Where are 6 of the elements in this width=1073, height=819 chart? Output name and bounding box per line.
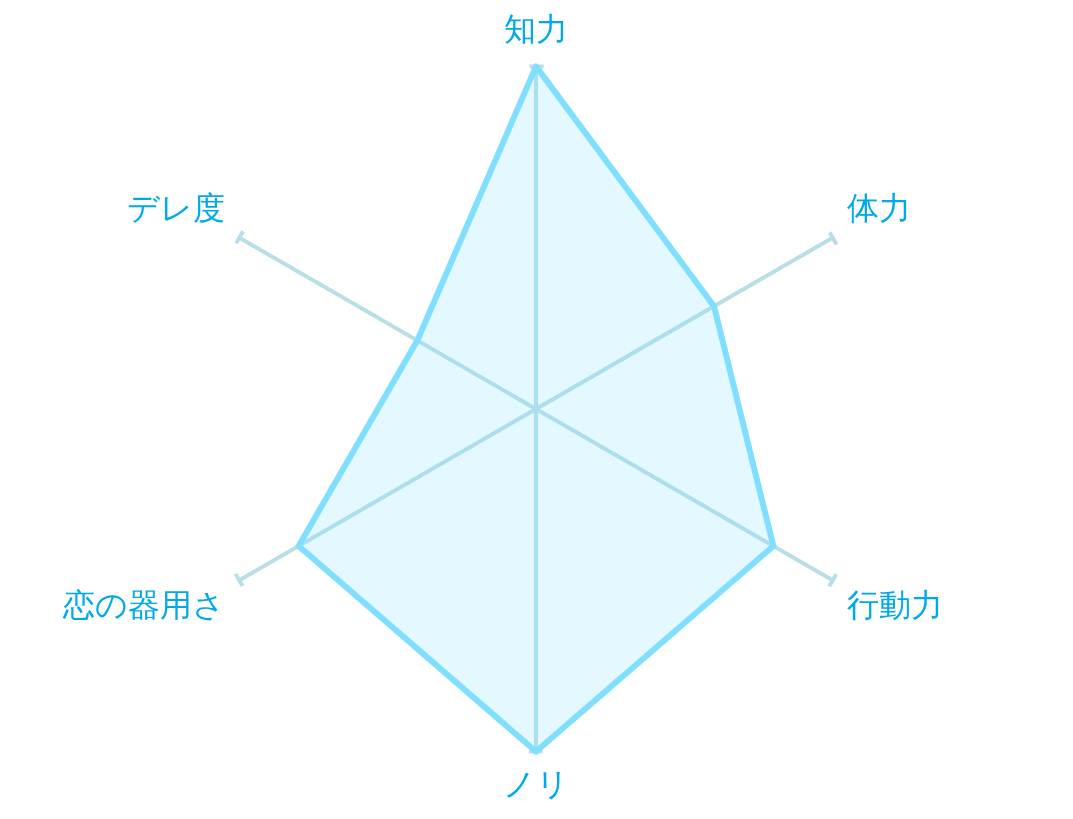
spoke-label: 行動力 xyxy=(846,585,943,624)
spoke-label: 恋の器用さ xyxy=(62,585,226,624)
spoke-label: 体力 xyxy=(846,188,911,227)
spoke-label: デレ度 xyxy=(127,188,226,227)
spoke-label: 知力 xyxy=(504,9,568,48)
spoke-label: ノリ xyxy=(503,765,569,804)
